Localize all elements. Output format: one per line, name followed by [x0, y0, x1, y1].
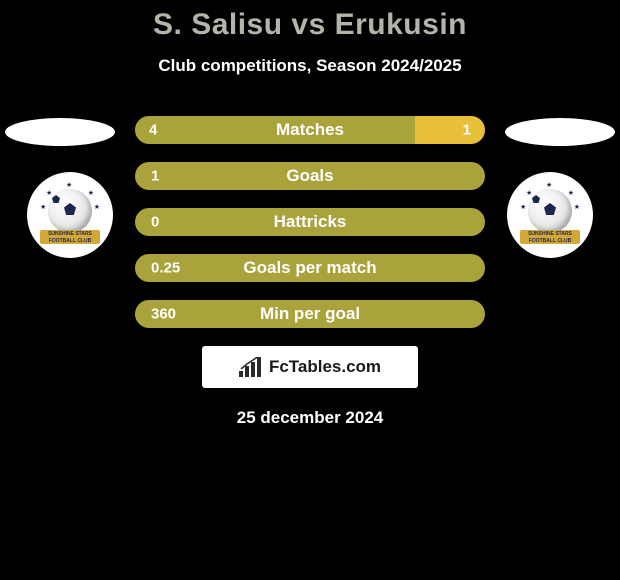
brand-text: FcTables.com [269, 357, 381, 377]
bar-left [135, 116, 415, 144]
player-silhouette-right [505, 118, 615, 146]
stat-row: 0Hattricks [135, 208, 485, 236]
page-subtitle: Club competitions, Season 2024/2025 [0, 56, 620, 76]
fctables-logo-icon [239, 357, 263, 377]
club-crest-icon: ★ ★ ★ ★ ★ SUNSHINE STARS FOOTBALL CLUB [520, 185, 580, 245]
stat-label: Goals [137, 166, 483, 186]
snapshot-date: 25 december 2024 [0, 408, 620, 428]
site-badge: FcTables.com [202, 346, 418, 388]
main-area: ★ ★ ★ ★ ★ SUNSHINE STARS FOOTBALL CLUB ★… [0, 116, 620, 428]
stat-label: Goals per match [137, 258, 483, 278]
club-crest-icon: ★ ★ ★ ★ ★ SUNSHINE STARS FOOTBALL CLUB [40, 185, 100, 245]
stat-row: 41Matches [135, 116, 485, 144]
comparison-card: S. Salisu vs Erukusin Club competitions,… [0, 0, 620, 428]
player-silhouette-left [5, 118, 115, 146]
stat-row: 360Min per goal [135, 300, 485, 328]
stat-value-left: 0 [151, 214, 159, 231]
club-name-right: SUNSHINE STARS FOOTBALL CLUB [520, 230, 580, 244]
bar-right [415, 116, 485, 144]
stat-value-right: 1 [463, 122, 471, 139]
stat-value-left: 0.25 [151, 260, 180, 277]
club-logo-right: ★ ★ ★ ★ ★ SUNSHINE STARS FOOTBALL CLUB [507, 172, 593, 258]
stat-row: 0.25Goals per match [135, 254, 485, 282]
page-title: S. Salisu vs Erukusin [0, 8, 620, 42]
stat-label: Hattricks [137, 212, 483, 232]
club-name-left: SUNSHINE STARS FOOTBALL CLUB [40, 230, 100, 244]
stat-value-left: 1 [151, 168, 159, 185]
stats-bars: 41Matches1Goals0Hattricks0.25Goals per m… [135, 116, 485, 328]
stat-row: 1Goals [135, 162, 485, 190]
stat-label: Min per goal [137, 304, 483, 324]
stat-value-left: 4 [149, 122, 157, 139]
club-logo-left: ★ ★ ★ ★ ★ SUNSHINE STARS FOOTBALL CLUB [27, 172, 113, 258]
stat-value-left: 360 [151, 306, 176, 323]
